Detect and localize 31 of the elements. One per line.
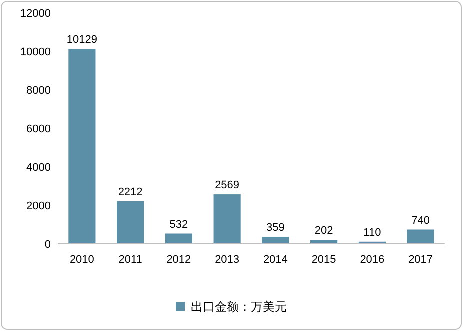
legend-label: 出口金额：万美元 bbox=[191, 300, 287, 314]
x-tick-label: 2017 bbox=[408, 254, 434, 266]
data-label: 740 bbox=[412, 214, 430, 227]
y-tick-label: 8000 bbox=[26, 85, 51, 97]
x-tick-label: 2013 bbox=[215, 254, 240, 266]
y-tick-label: 4000 bbox=[26, 162, 51, 174]
bar bbox=[214, 194, 241, 244]
data-label: 202 bbox=[314, 225, 334, 238]
bar bbox=[117, 201, 144, 244]
bar bbox=[407, 230, 434, 244]
data-label: 2212 bbox=[118, 186, 143, 198]
y-tick-label: 2000 bbox=[26, 200, 51, 212]
x-tick-label: 2012 bbox=[166, 254, 192, 266]
data-label: 10129 bbox=[66, 34, 98, 46]
data-label: 110 bbox=[364, 226, 382, 239]
y-tick-label: 0 bbox=[44, 239, 51, 251]
x-tick-label: 2011 bbox=[118, 254, 142, 266]
bar bbox=[262, 237, 290, 244]
y-tick-label: 6000 bbox=[26, 124, 51, 136]
data-label: 359 bbox=[266, 222, 285, 234]
bar bbox=[68, 49, 96, 244]
bar bbox=[310, 240, 338, 244]
x-tick-label: 2010 bbox=[70, 254, 94, 266]
data-label: 532 bbox=[170, 218, 188, 231]
y-tick-label: 12000 bbox=[20, 8, 51, 20]
x-tick-label: 2015 bbox=[312, 254, 336, 266]
x-tick-label: 2014 bbox=[263, 254, 288, 266]
y-tick-label: 10000 bbox=[20, 46, 51, 58]
x-tick-label: 2016 bbox=[360, 254, 385, 266]
data-label: 2569 bbox=[215, 180, 240, 192]
bar bbox=[165, 234, 192, 244]
